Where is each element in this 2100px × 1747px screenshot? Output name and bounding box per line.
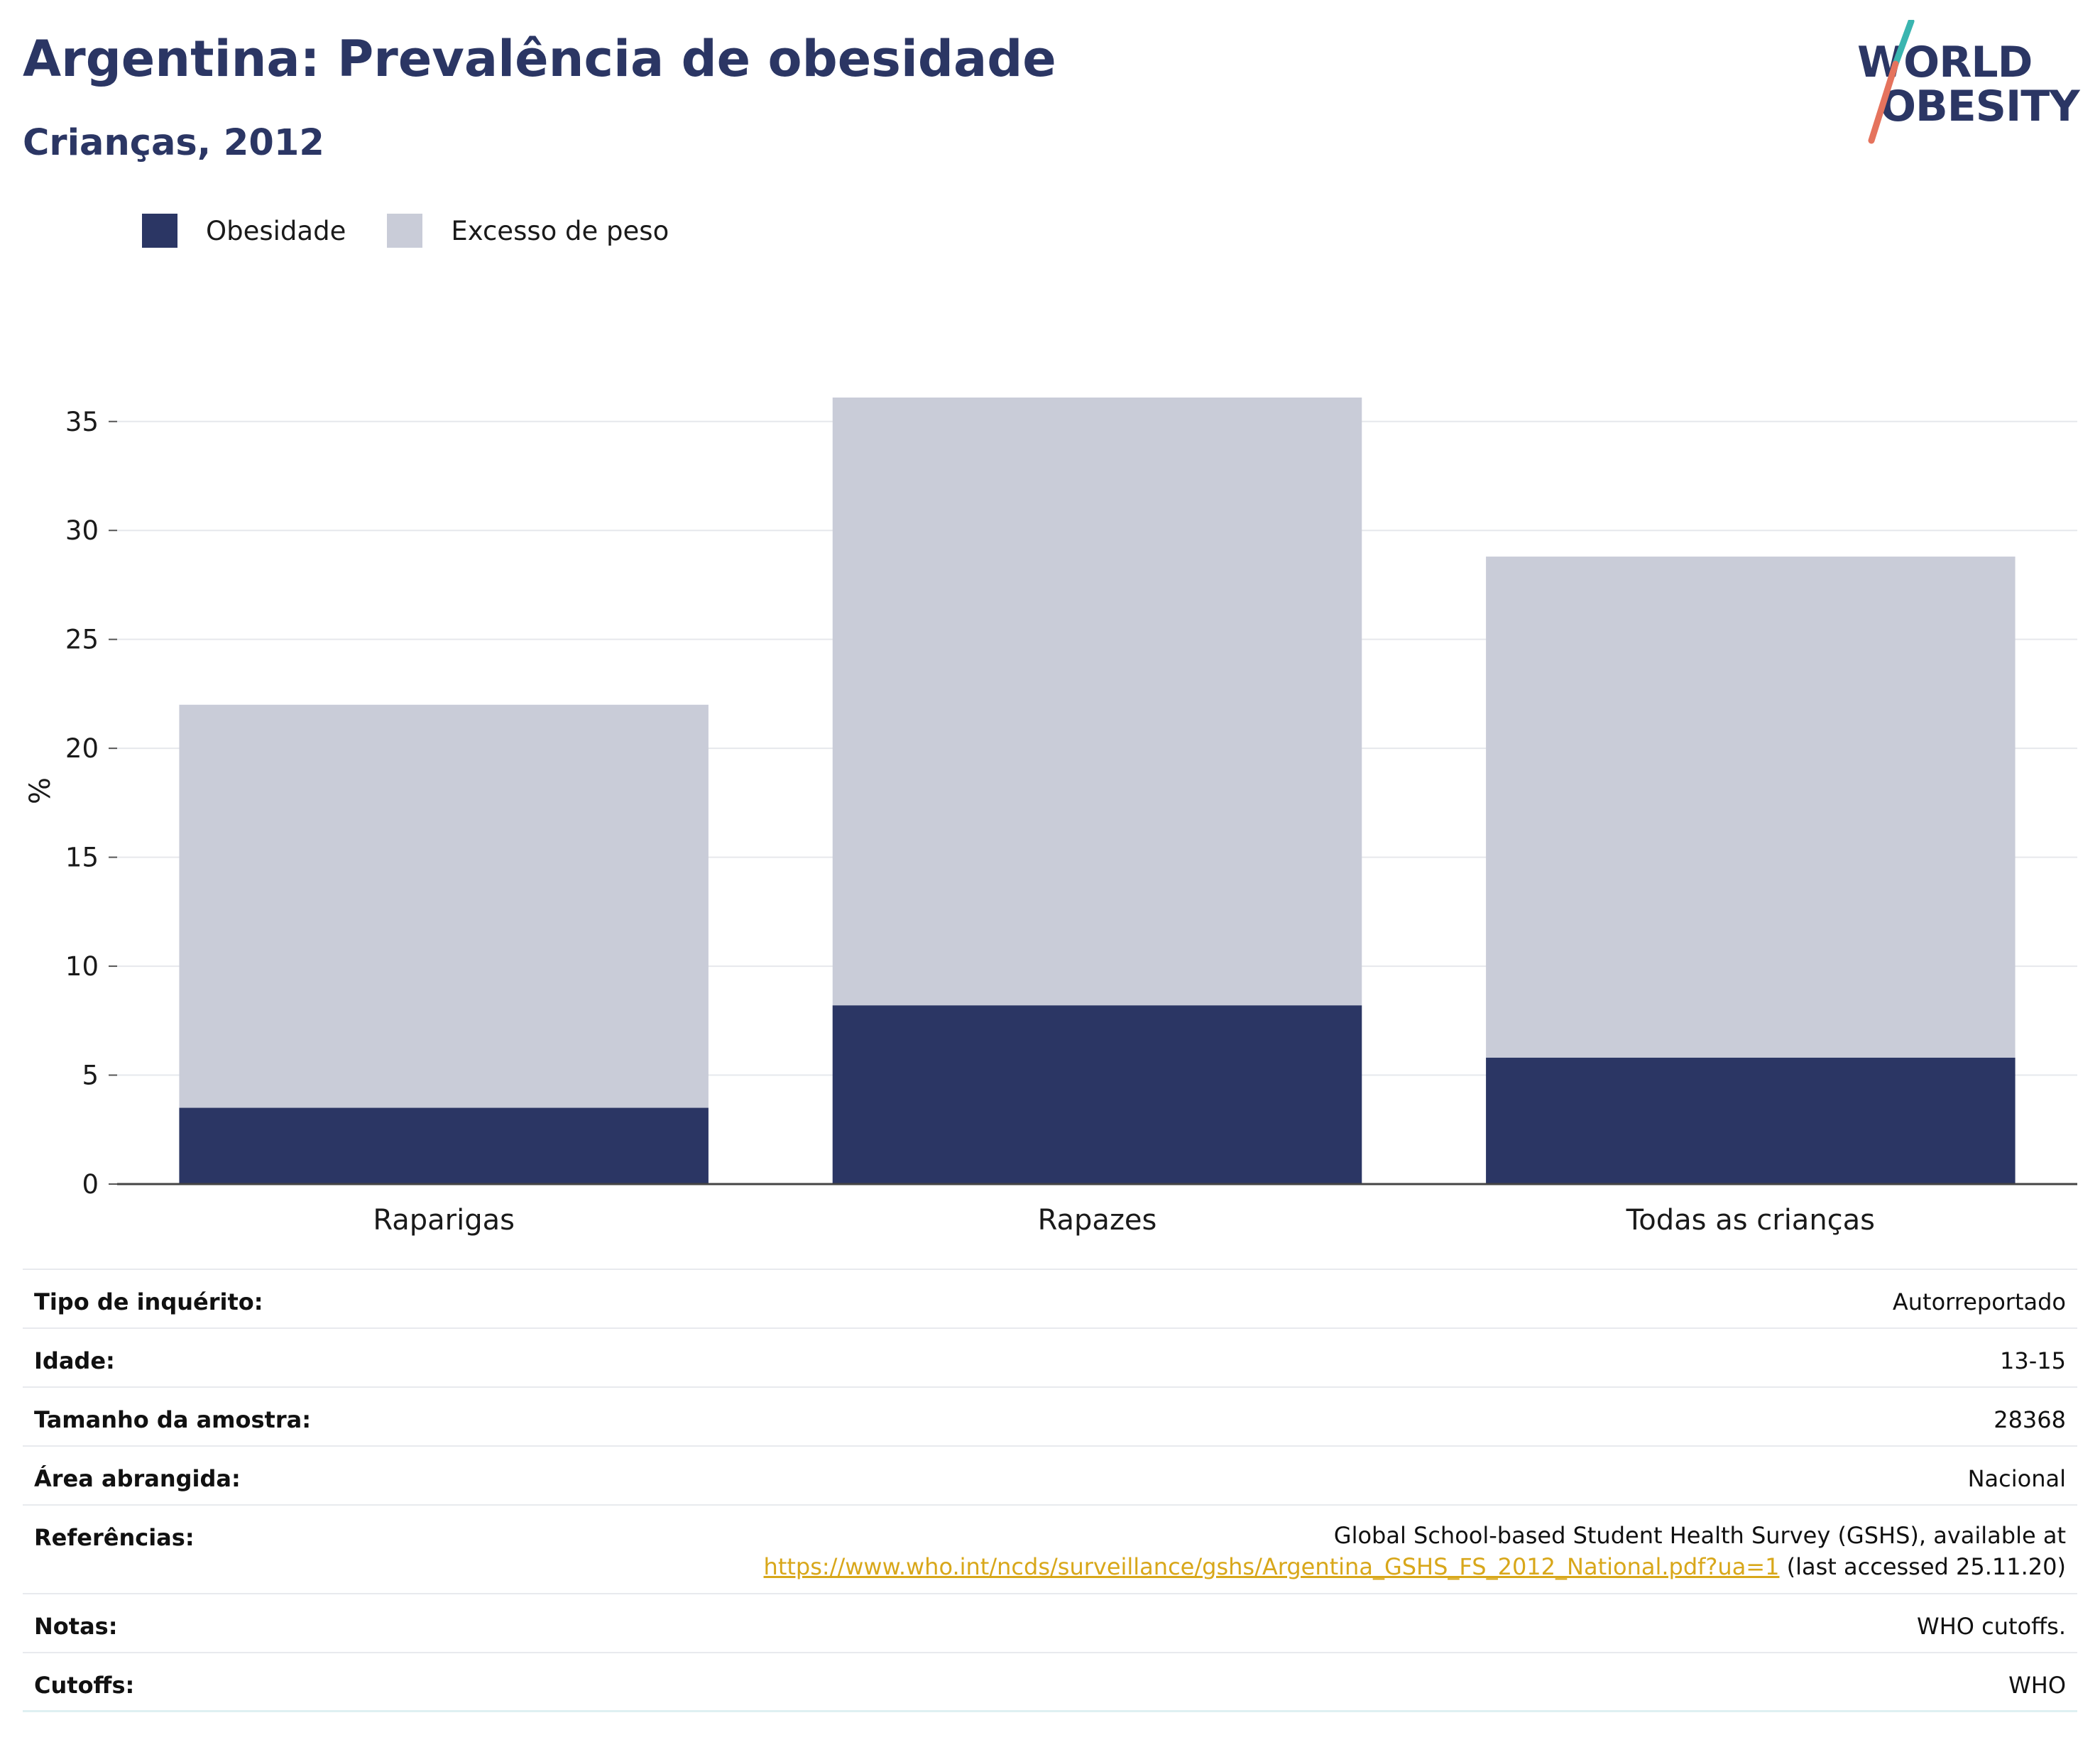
info-row-sample-size: Tamanho da amostra: 28368: [23, 1388, 2077, 1447]
info-row-notes: Notas: WHO cutoffs.: [23, 1594, 2077, 1653]
y-tick-label: 20: [65, 733, 99, 764]
y-tick-label: 5: [82, 1061, 99, 1091]
legend-item-overweight: Excesso de peso: [387, 214, 669, 248]
x-category-label: Raparigas: [373, 1204, 515, 1237]
world-obesity-logo: WORLD OBESITY: [1853, 20, 2087, 148]
logo-line-2: OBESITY: [1880, 82, 2080, 131]
age-value: 13-15: [2000, 1347, 2066, 1374]
bar-obesity-2: [832, 1005, 1362, 1184]
bar-overweight-1: [179, 704, 709, 1184]
info-row-survey-type: Tipo de inquérito: Autorreportado: [23, 1270, 2077, 1329]
references-accessed: (last accessed 25.11.20): [1779, 1553, 2066, 1580]
y-axis-label: %: [24, 777, 57, 804]
info-table: Tipo de inquérito: Autorreportado Idade:…: [23, 1269, 2077, 1712]
sample-size-label: Tamanho da amostra:: [34, 1406, 311, 1433]
y-tick-label: 15: [65, 843, 99, 873]
area-value: Nacional: [1967, 1465, 2066, 1492]
references-label: Referências:: [34, 1524, 195, 1551]
notes-value: WHO cutoffs.: [1917, 1613, 2066, 1640]
info-row-age: Idade: 13-15: [23, 1329, 2077, 1388]
info-row-cutoffs: Cutoffs: WHO: [23, 1653, 2077, 1712]
legend-item-obesity: Obesidade: [142, 214, 346, 248]
cutoffs-label: Cutoffs:: [34, 1672, 135, 1699]
y-tick-label: 0: [82, 1169, 99, 1200]
survey-type-value: Autorreportado: [1892, 1288, 2066, 1315]
legend-swatch-obesity: [142, 214, 177, 248]
chart-legend: Obesidade Excesso de peso: [142, 213, 710, 248]
bar-obesity-3: [1486, 1057, 2016, 1184]
references-text: Global School-based Student Health Surve…: [1333, 1522, 2066, 1549]
age-label: Idade:: [34, 1347, 115, 1374]
y-tick-label: 35: [65, 407, 99, 437]
sample-size-value: 28368: [1994, 1406, 2066, 1433]
chart-title: Argentina: Prevalência de obesidade: [23, 30, 1056, 88]
y-tick-label: 10: [65, 951, 99, 982]
cutoffs-value: WHO: [2008, 1672, 2066, 1699]
bar-obesity-1: [179, 1107, 709, 1184]
x-category-label: Rapazes: [1038, 1204, 1157, 1237]
y-tick-label: 30: [65, 515, 99, 546]
bar-chart: 0 5 10 15 20 25 30 35% Raparigas Rapazes Todas as …: [24, 398, 2077, 1237]
logo-line-1: WORLD: [1857, 38, 2033, 87]
chart-subtitle: Crianças, 2012: [23, 122, 324, 164]
notes-label: Notas:: [34, 1613, 118, 1640]
references-link[interactable]: https://www.who.int/ncds/surveillance/gs…: [763, 1553, 1780, 1580]
legend-label-overweight: Excesso de peso: [451, 215, 669, 246]
legend-label-obesity: Obesidade: [206, 215, 346, 246]
survey-type-label: Tipo de inquérito:: [34, 1288, 263, 1315]
legend-swatch-overweight: [387, 214, 423, 248]
area-label: Área abrangida:: [34, 1465, 241, 1492]
info-row-area: Área abrangida: Nacional: [23, 1447, 2077, 1506]
info-row-references: Referências: Global School-based Student…: [23, 1506, 2077, 1594]
y-tick-label: 25: [65, 625, 99, 655]
references-value: Global School-based Student Health Surve…: [764, 1520, 2066, 1582]
x-category-label: Todas as crianças: [1626, 1204, 1875, 1237]
logo-slash-icon: [1868, 20, 1915, 144]
